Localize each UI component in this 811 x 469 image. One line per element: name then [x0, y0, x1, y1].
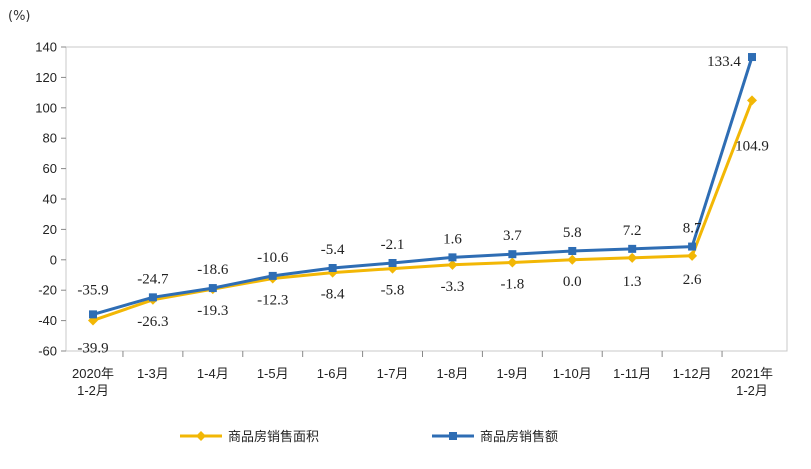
data-point-series-2	[89, 310, 97, 319]
x-tick-label: 1-11月	[613, 366, 651, 381]
x-tick-label: 1-10月	[553, 366, 592, 381]
data-label-series-1: -19.3	[197, 303, 228, 319]
x-tick-label: 1-3月	[137, 366, 169, 381]
x-tick-label: 1-9月	[496, 366, 528, 381]
data-label-series-2: -10.6	[257, 250, 289, 266]
data-point-series-2	[388, 258, 397, 267]
y-tick-label: 100	[35, 100, 57, 115]
y-tick-label: 140	[35, 40, 57, 55]
data-point-series-2	[628, 244, 637, 253]
data-label-series-1: -8.4	[321, 287, 345, 303]
data-label-series-2: -2.1	[381, 237, 405, 253]
legend: 商品房销售面积 商品房销售额	[180, 429, 558, 445]
data-label-series-1: -1.8	[500, 277, 524, 293]
x-tick-label: 1-8月	[437, 366, 469, 381]
data-labels: -35.9 -24.7 -18.6 -10.6 -5.4 -2.1 1.6 3.7 5.8 7.2…	[77, 54, 769, 356]
plot-area-frame	[65, 46, 788, 352]
data-point-series-2	[328, 264, 337, 273]
data-point-series-2	[568, 246, 577, 255]
data-point-series-1	[447, 259, 458, 270]
data-point-series-2	[688, 242, 697, 251]
data-label-series-2: 1.6	[443, 231, 462, 247]
series-layer	[88, 53, 757, 326]
data-label-series-1: -26.3	[137, 314, 168, 330]
x-tick-label: 1-5月	[257, 366, 289, 381]
y-tick-label: 80	[43, 131, 57, 146]
x-tick-label: 1-7月	[377, 366, 409, 381]
data-point-series-2	[448, 253, 457, 262]
data-point-series-1	[627, 252, 638, 263]
series-line-2	[92, 56, 754, 316]
data-label-series-2: 5.8	[563, 225, 582, 241]
data-label-series-2: 8.7	[683, 221, 702, 237]
data-label-series-2: -35.9	[77, 282, 108, 298]
data-label-series-1: -3.3	[441, 279, 465, 295]
y-tick-label: 20	[43, 222, 57, 237]
y-tick-label: 60	[43, 161, 57, 176]
y-tick-label: -40	[38, 313, 57, 328]
data-label-series-1: -12.3	[257, 292, 288, 308]
data-label-series-1: 2.6	[683, 272, 702, 288]
data-label-series-2: 3.7	[503, 228, 522, 244]
data-label-series-2: 133.4	[707, 54, 741, 70]
data-point-series-2	[748, 53, 756, 62]
data-point-series-2	[148, 293, 157, 302]
x-tick-label: 1-2月	[736, 383, 768, 398]
data-label-series-1: -5.8	[381, 283, 405, 299]
x-tick-label: 1-12月	[673, 366, 712, 381]
x-tick-label: 1-4月	[197, 366, 229, 381]
x-tick-label: 2020年	[72, 366, 114, 381]
x-axis: 2020年 1-2月 1-3月 1-4月 1-5月 1-6月 1-7月 1-8月 1-9月 1-1…	[72, 351, 773, 398]
legend-marker-1	[196, 431, 206, 441]
data-label-series-2: -5.4	[321, 242, 345, 258]
y-axis-unit-label: (%)	[8, 9, 31, 24]
legend-label-2: 商品房销售额	[480, 429, 558, 445]
data-point-series-2	[268, 271, 277, 280]
legend-marker-2	[449, 432, 457, 440]
y-tick-label: 0	[50, 252, 57, 267]
data-point-series-1	[507, 257, 518, 268]
data-point-series-2	[208, 284, 217, 293]
y-tick-label: -20	[38, 283, 57, 298]
y-tick-label: 40	[43, 192, 57, 207]
data-label-series-1: 1.3	[623, 274, 642, 290]
legend-label-1: 商品房销售面积	[228, 429, 319, 445]
data-point-series-1	[567, 254, 578, 265]
data-label-series-2: -24.7	[137, 271, 169, 287]
x-tick-label: 2021年	[731, 366, 773, 381]
y-tick-label: 120	[35, 70, 57, 85]
x-tick-label: 1-6月	[317, 366, 349, 381]
data-label-series-1: 104.9	[735, 138, 769, 154]
x-tick-label: 1-2月	[77, 383, 109, 398]
y-axis: -60 -40 -20 0 20 40 60 80 100 120 140	[35, 40, 66, 359]
y-tick-label: -60	[38, 344, 57, 359]
series-line-1	[92, 99, 754, 322]
data-point-series-2	[508, 250, 517, 259]
data-label-series-1: -39.9	[77, 340, 108, 356]
data-point-series-1	[687, 250, 698, 261]
data-label-series-2: -18.6	[197, 262, 229, 278]
data-label-series-2: 7.2	[623, 223, 642, 239]
data-point-series-1	[747, 95, 757, 106]
data-label-series-1: 0.0	[563, 274, 582, 290]
